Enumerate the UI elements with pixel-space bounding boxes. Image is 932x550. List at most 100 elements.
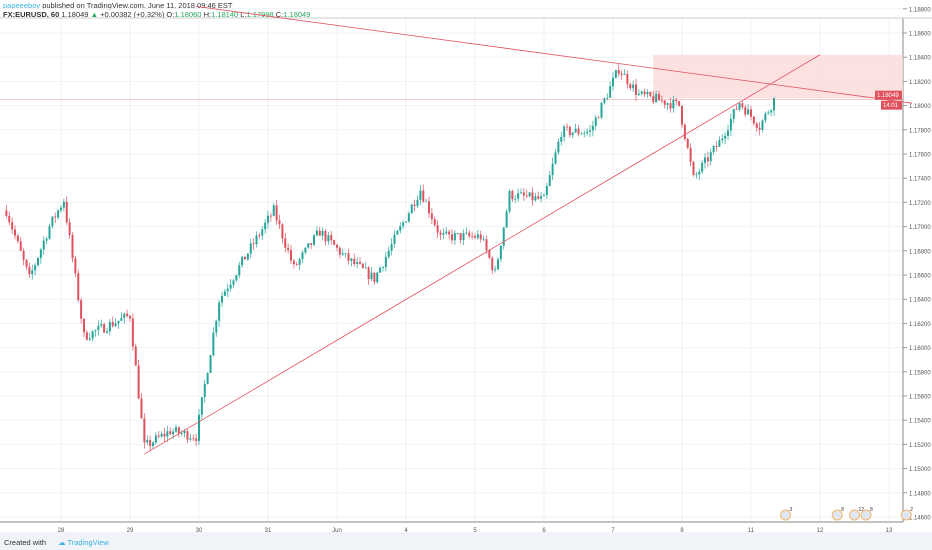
candle-body <box>494 269 497 271</box>
candle-body <box>68 222 71 236</box>
candle-body <box>476 234 479 238</box>
candle-body <box>689 147 692 162</box>
candle-body <box>356 262 359 265</box>
tradingview-logo[interactable]: ☁ TradingView <box>58 538 109 547</box>
y-tick-label: 1.17400 <box>909 177 931 183</box>
candle-body <box>292 260 295 265</box>
candle-body <box>652 96 655 103</box>
candle-body <box>203 383 206 398</box>
candle-body <box>252 243 255 245</box>
footer: Created with ☁ TradingView <box>0 532 932 550</box>
candle-body <box>117 320 120 324</box>
candle-body <box>318 230 321 236</box>
candle-body <box>235 275 238 281</box>
candle-body <box>471 235 474 237</box>
event-count: 8 <box>841 507 844 513</box>
candle-body <box>160 433 163 437</box>
candle-body <box>738 103 741 110</box>
candle-body <box>591 125 594 131</box>
candle-body <box>198 414 200 441</box>
candle-body <box>445 231 448 234</box>
candle-body <box>370 272 373 280</box>
y-tick-label: 1.18400 <box>909 56 931 62</box>
candle-body <box>304 247 307 253</box>
candle-body <box>16 235 19 242</box>
candle-body <box>94 330 97 332</box>
candle-body <box>683 124 686 140</box>
candle-body <box>750 109 752 117</box>
candle-body <box>186 431 189 440</box>
candle-body <box>419 190 422 200</box>
candle-body <box>741 103 744 108</box>
candle-body <box>232 280 235 285</box>
candle-body <box>543 195 545 197</box>
candle-body <box>442 233 445 235</box>
price-chart[interactable]: 1.18800 1.18600 1.18400 1.18200 1.18000 1.178… <box>0 0 932 532</box>
event-count: 2 <box>910 507 913 513</box>
candle-body <box>261 229 264 236</box>
y-tick-label: 1.18200 <box>909 80 931 86</box>
candle-body <box>192 438 195 440</box>
candle-body <box>382 266 384 268</box>
symbol[interactable]: FX:EURUSD, 60 <box>3 10 60 19</box>
y-tick-label: 1.17000 <box>909 225 931 231</box>
candle-body <box>313 235 315 245</box>
y-tick-label: 1.17600 <box>909 153 931 159</box>
countdown-badge <box>881 100 902 110</box>
candle-body <box>175 427 177 432</box>
candle-body <box>25 259 28 267</box>
candle-body <box>267 215 269 223</box>
candle-body <box>773 97 775 111</box>
candle-body <box>637 93 640 95</box>
candle-body <box>589 130 591 132</box>
candle-body <box>571 132 574 136</box>
candle-body <box>361 263 364 268</box>
candle-body <box>453 233 456 241</box>
candle-body <box>77 273 80 301</box>
candle-body <box>468 232 471 236</box>
candle-body <box>502 227 505 246</box>
candle-body <box>508 190 511 212</box>
candle-body <box>359 262 361 264</box>
author-link[interactable]: papeeeboy <box>3 1 41 10</box>
candle-body <box>456 233 459 234</box>
supply-zone-rect <box>653 54 903 99</box>
candle-body <box>462 233 465 240</box>
x-tick-label: 13 <box>886 528 893 532</box>
candle-body <box>520 192 522 194</box>
candle-body <box>350 258 353 261</box>
candle-body <box>330 235 333 241</box>
tradingview-brand: TradingView <box>67 538 109 547</box>
candle-body <box>568 126 571 136</box>
candle-body <box>120 317 123 321</box>
tradingview-cloud-icon: ☁ <box>58 538 66 547</box>
candle-body <box>37 258 39 266</box>
candle-body <box>577 128 580 134</box>
published-text: published on TradingView.com, June 11, 2… <box>42 1 233 10</box>
y-tick-label: 1.15800 <box>909 370 931 376</box>
candle-body <box>338 247 341 255</box>
candle-body <box>712 146 715 153</box>
high-value: 1.18140 <box>211 10 239 19</box>
candle-body <box>767 112 770 114</box>
candle-body <box>22 250 25 260</box>
candle-body <box>548 175 551 187</box>
candle-body <box>246 253 249 260</box>
candle-body <box>612 77 614 87</box>
candle-body <box>206 373 209 384</box>
candle-body <box>45 238 48 241</box>
candle-body <box>264 222 267 230</box>
candle-body <box>189 438 192 440</box>
candle-body <box>367 267 370 280</box>
candle-body <box>62 201 65 208</box>
economic-event-icon <box>860 509 872 521</box>
o-label: O: <box>166 10 175 19</box>
c-label: C: <box>275 10 284 19</box>
candle-body <box>761 120 764 130</box>
candle-body <box>146 440 149 443</box>
candle-body <box>623 73 626 75</box>
candle-body <box>126 313 129 317</box>
candle-body <box>341 253 344 255</box>
y-tick-label: 1.16200 <box>909 322 931 328</box>
candle-body <box>729 118 732 131</box>
